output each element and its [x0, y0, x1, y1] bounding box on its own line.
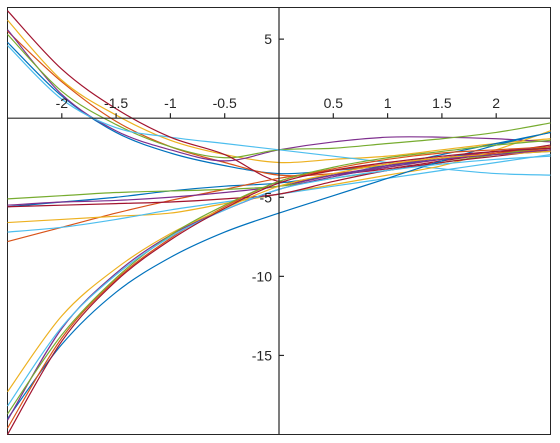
- x-tick-label: 0.5: [324, 95, 344, 111]
- y-tick-label: 5: [264, 31, 272, 47]
- series-line-3: [7, 19, 551, 164]
- x-tick-label: -1.5: [104, 95, 128, 111]
- y-tick-label: -15: [252, 347, 272, 363]
- series-line-17: [7, 150, 551, 393]
- y-tick-label: -5: [260, 189, 273, 205]
- series-line-20: [7, 155, 551, 407]
- series-line-21: [6, 147, 551, 435]
- x-tick-label: -1: [164, 95, 177, 111]
- y-tick-label: -10: [252, 268, 272, 284]
- x-tick-label: -0.5: [213, 95, 237, 111]
- tick-layer: -2 -1.5 -1 -0.5 0.5 1 1.5 2 5 -5 -10 -15: [56, 31, 501, 363]
- series-line-19: [7, 139, 551, 415]
- x-tick-label: 1.5: [432, 95, 452, 111]
- x-tick-label: -2: [56, 95, 69, 111]
- x-tick-label: 1: [384, 95, 392, 111]
- x-tick-label: 2: [492, 95, 500, 111]
